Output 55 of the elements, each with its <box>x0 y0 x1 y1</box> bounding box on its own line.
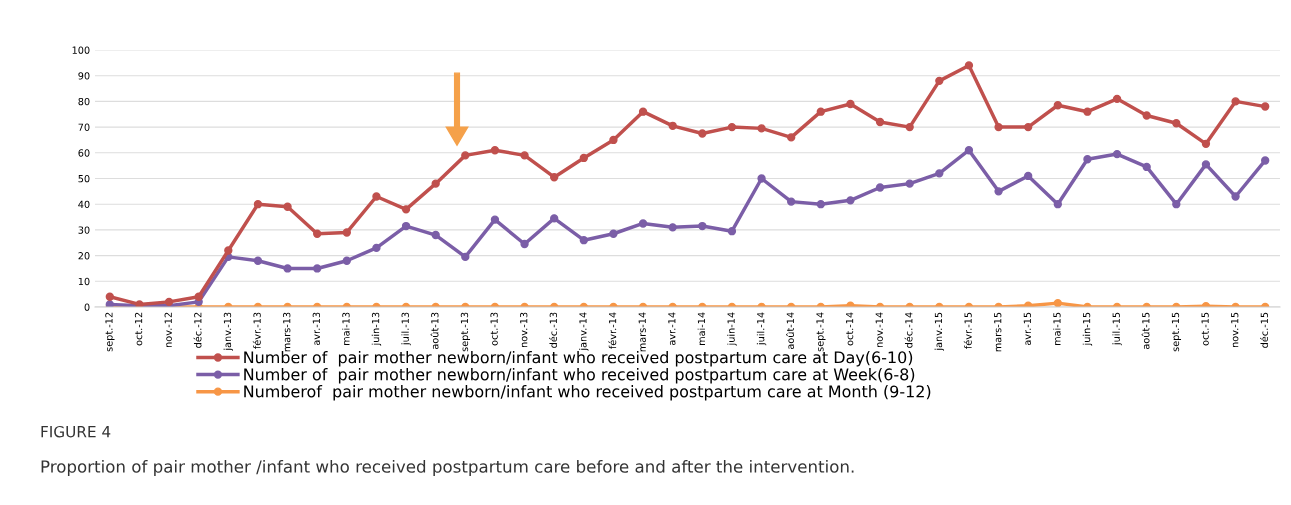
x-tick-label: août-13 <box>430 312 439 350</box>
x-tick-label: oct.-15 <box>1201 312 1209 346</box>
y-tick-label: 20 <box>78 252 90 260</box>
x-tick-label: mars-14 <box>638 312 646 352</box>
x-tick-label: déc.-15 <box>1260 312 1269 348</box>
y-tick-label: 70 <box>78 123 90 131</box>
x-tick-label: juin-15 <box>1082 312 1093 346</box>
x-tick-label: mai-14 <box>697 312 706 345</box>
x-tick-label: sept.-15 <box>1171 312 1182 352</box>
x-tick-label: juil.-14 <box>756 312 767 346</box>
x-tick-label: août-15 <box>1141 312 1150 350</box>
x-tick-label: avr.-14 <box>668 312 676 346</box>
x-tick-label: déc.-12 <box>193 312 202 348</box>
x-tick-label: oct.-13 <box>490 312 498 346</box>
x-tick-label: janv.-15 <box>934 312 945 351</box>
x-tick-label: sept.-12 <box>105 312 115 352</box>
y-tick-label: 90 <box>78 72 90 80</box>
y-tick-label: 0 <box>84 303 90 311</box>
x-tick-label: nov.-14 <box>875 312 883 348</box>
x-tick-label: mars-13 <box>283 312 291 352</box>
x-tick-label: juin-13 <box>371 312 382 346</box>
y-tick-label: 40 <box>78 200 90 209</box>
x-tick-label: mars-15 <box>994 312 1002 352</box>
x-tick-label: avr.-15 <box>1023 312 1032 346</box>
y-tick-label: 100 <box>72 46 90 54</box>
x-tick-label: févr.-15 <box>963 312 972 349</box>
y-tick-label: 50 <box>78 174 90 183</box>
x-tick-label: déc.-14 <box>904 312 913 348</box>
x-tick-label: févr.-13 <box>252 312 261 349</box>
x-tick-label: janv.-14 <box>579 312 589 351</box>
legend-label: Number of pair mother newborn/infant who received postpartum care at Week(6-8) <box>244 368 915 384</box>
x-tick-label: déc.-13 <box>549 312 558 348</box>
x-tick-label: oct.-12 <box>134 312 143 346</box>
x-tick-label: janv.-13 <box>223 312 234 351</box>
y-tick-label: 10 <box>78 277 90 286</box>
y-tick-label: 30 <box>78 226 90 234</box>
x-tick-label: févr.-14 <box>608 312 617 349</box>
x-tick-label: nov.-12 <box>164 312 172 348</box>
x-tick-label: juin-14 <box>727 312 737 346</box>
x-tick-label: mai-13 <box>342 312 350 345</box>
text: Proportion of pair mother /infant who received postpartum care before and after the intervention. <box>41 459 854 477</box>
x-tick-label: nov.-15 <box>1231 312 1239 348</box>
y-tick-label: 60 <box>78 149 90 157</box>
x-tick-label: avr.-13 <box>312 312 321 346</box>
x-tick-label: mai-15 <box>1053 312 1061 345</box>
y-tick-label: 80 <box>78 97 90 106</box>
x-tick-label: nov.-13 <box>520 312 528 348</box>
x-tick-label: oct.-14 <box>846 312 854 346</box>
x-tick-label: août-14 <box>786 312 795 350</box>
x-tick-label: sept.-14 <box>816 312 826 352</box>
x-tick-label: juil.-13 <box>401 312 411 346</box>
caption: FIGURE 4 <box>41 425 111 438</box>
x-tick-label: sept.-13 <box>460 312 471 352</box>
x-tick-label: juil.-15 <box>1112 312 1122 346</box>
legend-label: Numberof pair mother newborn/infant who received postpartum care at Month (9-12) <box>244 385 931 401</box>
